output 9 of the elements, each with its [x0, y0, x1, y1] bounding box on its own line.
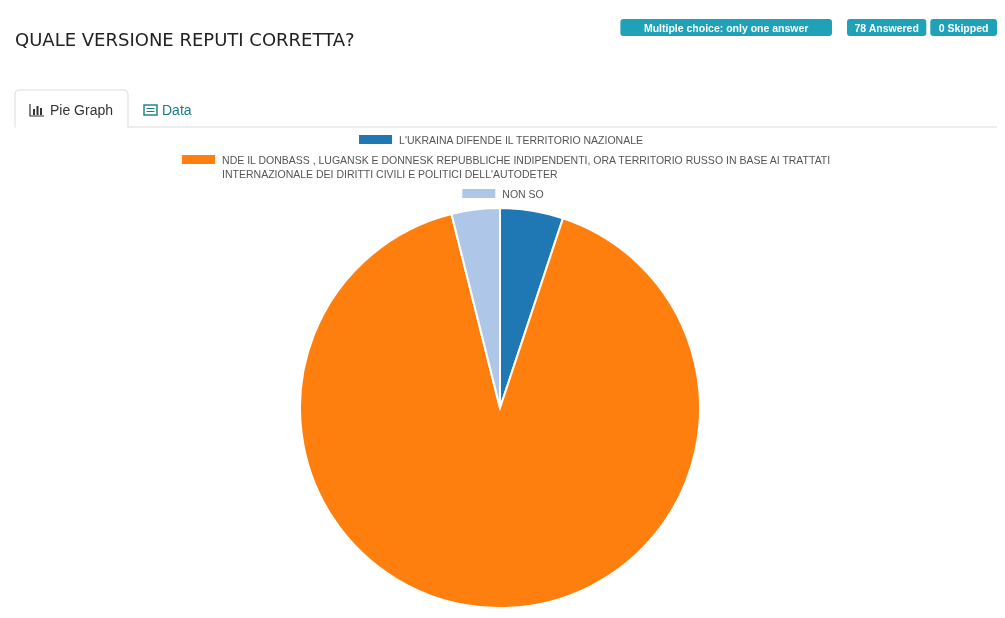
text: Data: [162, 102, 192, 118]
legend-label: L'UKRAINA DIFENDE IL TERRITORIO NAZIONALE: [399, 134, 643, 146]
legend-label: NON SO: [502, 188, 544, 200]
text: 78 Answered: [854, 21, 919, 34]
legend-label: NDE IL DONBASS , LUGANSK E DONNESK REPUBBLICHE INDIPENDENTI, ORA TERRITORIO RUSSO IN BASE AI TRATTATI INTERNAZIONALE DEI DIRITTI CIVILI E POLITICI DELL'AUTODETER: [222, 154, 831, 180]
text: Multiple choice: only one answer: [643, 21, 809, 34]
chart-title: QUALE VERSIONE REPUTI CORRETTA?: [15, 29, 355, 50]
text: Pie Graph: [50, 102, 114, 118]
text: 0 Skipped: [938, 21, 989, 34]
